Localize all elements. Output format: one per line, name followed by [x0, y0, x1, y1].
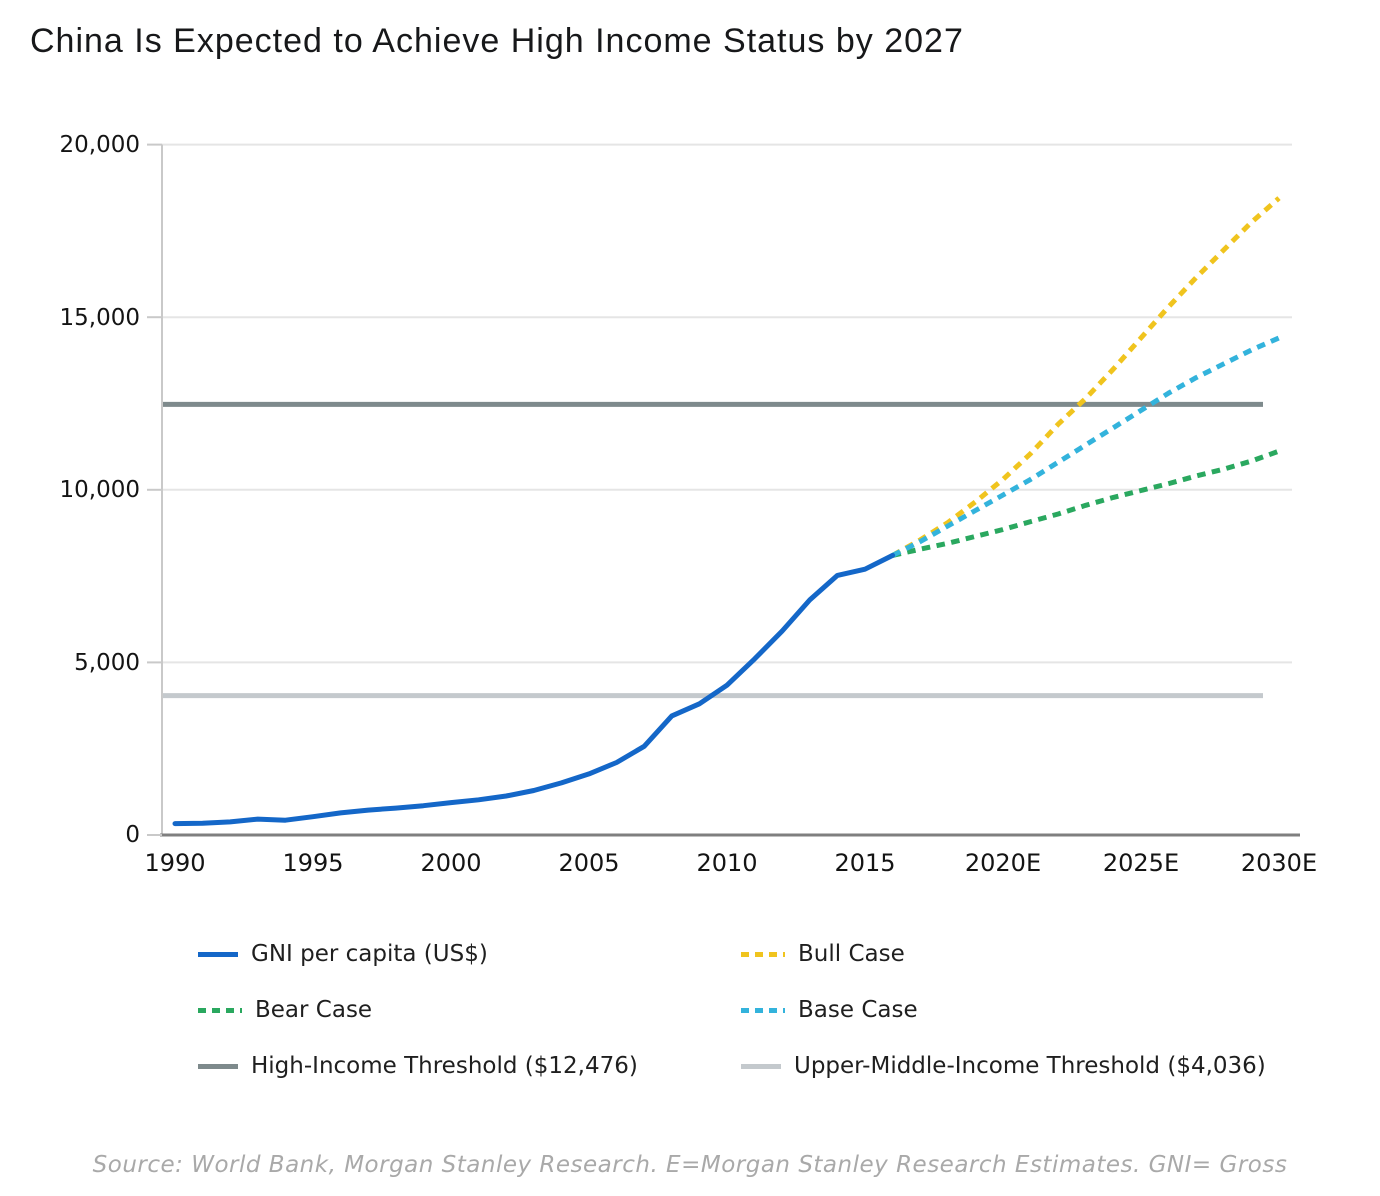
- upper-middle-income-threshold-swatch: [741, 1063, 781, 1069]
- legend-label: Base Case: [798, 997, 918, 1023]
- chart-title: China Is Expected to Achieve High Income…: [30, 22, 964, 60]
- bull-case-swatch: [741, 951, 785, 957]
- gni-line-chart: [147, 143, 1300, 837]
- legend-item-bull-case: Bull Case: [741, 926, 1266, 982]
- x-axis-label-2030e: 2030E: [1240, 849, 1318, 877]
- high-income-threshold-swatch: [198, 1063, 238, 1069]
- legend-label: Bull Case: [798, 941, 905, 967]
- base-case-swatch: [741, 1007, 785, 1013]
- legend-item-high-income-threshold: High-Income Threshold ($12,476): [198, 1038, 638, 1094]
- legend-column-left: GNI per capita (US$) Bear Case High-Inco…: [198, 926, 638, 1094]
- y-axis-label-5000: 5,000: [74, 649, 140, 676]
- y-axis-label-20000: 20,000: [59, 132, 140, 158]
- x-axis-label-2020e: 2020E: [964, 849, 1042, 877]
- x-axis-label-2010: 2010: [696, 849, 758, 877]
- source-note: Source: World Bank, Morgan Stanley Resea…: [92, 1152, 1288, 1178]
- x-axis-label-2025e: 2025E: [1102, 849, 1180, 877]
- legend-label: Bear Case: [255, 997, 373, 1023]
- gni-line-swatch: [198, 951, 238, 957]
- bear-case-swatch: [198, 1007, 242, 1013]
- x-axis-label-2005: 2005: [558, 849, 620, 877]
- y-axis-label-15000: 15,000: [59, 304, 140, 331]
- legend-label: Upper-Middle-Income Threshold ($4,036): [794, 1053, 1266, 1079]
- legend-item-base-case: Base Case: [741, 982, 1266, 1038]
- x-axis-label-2015: 2015: [834, 849, 896, 877]
- legend-item-bear-case: Bear Case: [198, 982, 638, 1038]
- legend-column-right: Bull Case Base Case Upper-Middle-Income …: [741, 926, 1266, 1094]
- legend-item-upper-middle-income-threshold: Upper-Middle-Income Threshold ($4,036): [741, 1038, 1266, 1094]
- y-axis-label-0: 0: [125, 822, 140, 848]
- x-axis-label-1990: 1990: [144, 849, 206, 877]
- legend-label: GNI per capita (US$): [251, 941, 488, 967]
- x-axis-label-2000: 2000: [420, 849, 482, 877]
- x-axis-label-1995: 1995: [282, 849, 344, 877]
- legend-label: High-Income Threshold ($12,476): [251, 1053, 638, 1079]
- y-axis-label-10000: 10,000: [59, 477, 140, 503]
- legend-item-gni: GNI per capita (US$): [198, 926, 638, 982]
